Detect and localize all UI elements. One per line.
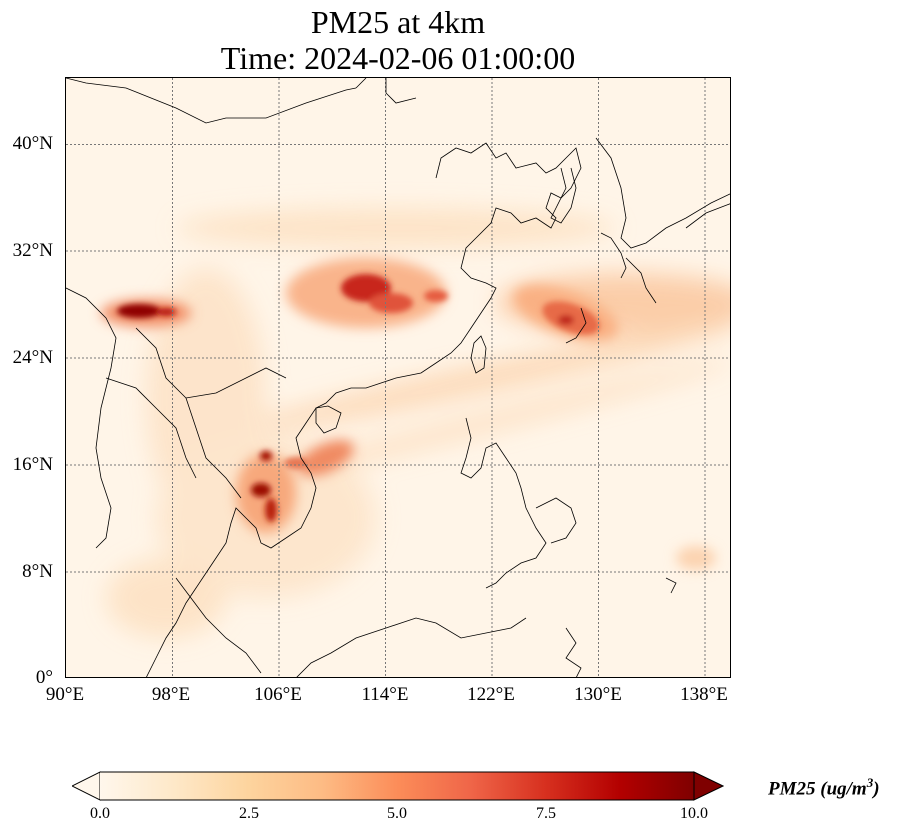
colorbar-tick-0: 0.0: [90, 805, 110, 822]
colorbar-tick-2-5: 2.5: [239, 805, 259, 822]
map-panel: [65, 77, 731, 678]
map-canvas: [66, 78, 730, 677]
colorbar-tick-7-5: 7.5: [536, 805, 556, 822]
map-title-line2: Time: 2024-02-06 01:00:00: [220, 40, 576, 76]
coastlines: [66, 78, 730, 677]
lat-label-0: 0°: [35, 667, 53, 688]
lon-label-122e: 122°E: [467, 684, 515, 705]
gridlines: [66, 78, 730, 677]
colorbar-max-extend: [693, 771, 724, 801]
lat-label-32n: 32°N: [12, 240, 53, 261]
lat-label-40n: 40°N: [12, 133, 53, 154]
colorbar-gradient: [100, 772, 694, 800]
lat-label-24n: 24°N: [12, 347, 53, 368]
lon-label-90e: 90°E: [45, 684, 85, 705]
lon-label-98e: 98°E: [151, 684, 191, 705]
pm25-field: [66, 78, 730, 677]
lat-label-8n: 8°N: [22, 561, 53, 582]
colorbar-tick-5: 5.0: [387, 805, 407, 822]
lon-label-106e: 106°E: [254, 684, 302, 705]
lon-label-114e: 114°E: [361, 684, 409, 705]
colorbar-label: PM25 (ug/m3): [768, 775, 880, 800]
colorbar-min-extend: [72, 771, 101, 801]
lat-label-16n: 16°N: [12, 454, 53, 475]
lon-label-130e: 130°E: [574, 684, 622, 705]
colorbar: [72, 771, 724, 801]
lon-label-138e: 138°E: [680, 684, 728, 705]
map-title-line1: PM25 at 4km: [310, 4, 486, 40]
colorbar-tick-10: 10.0: [680, 805, 708, 822]
